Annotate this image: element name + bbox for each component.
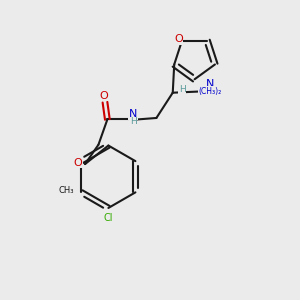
Text: N: N [206,79,214,89]
Text: H: H [179,85,186,94]
Text: H: H [130,117,136,126]
Text: Cl: Cl [103,213,113,223]
Text: CH₃: CH₃ [58,186,74,195]
Text: O: O [99,91,108,101]
Text: O: O [174,34,183,44]
Text: (CH₃)₂: (CH₃)₂ [198,87,221,96]
Text: N: N [129,109,137,119]
Text: O: O [73,158,82,168]
